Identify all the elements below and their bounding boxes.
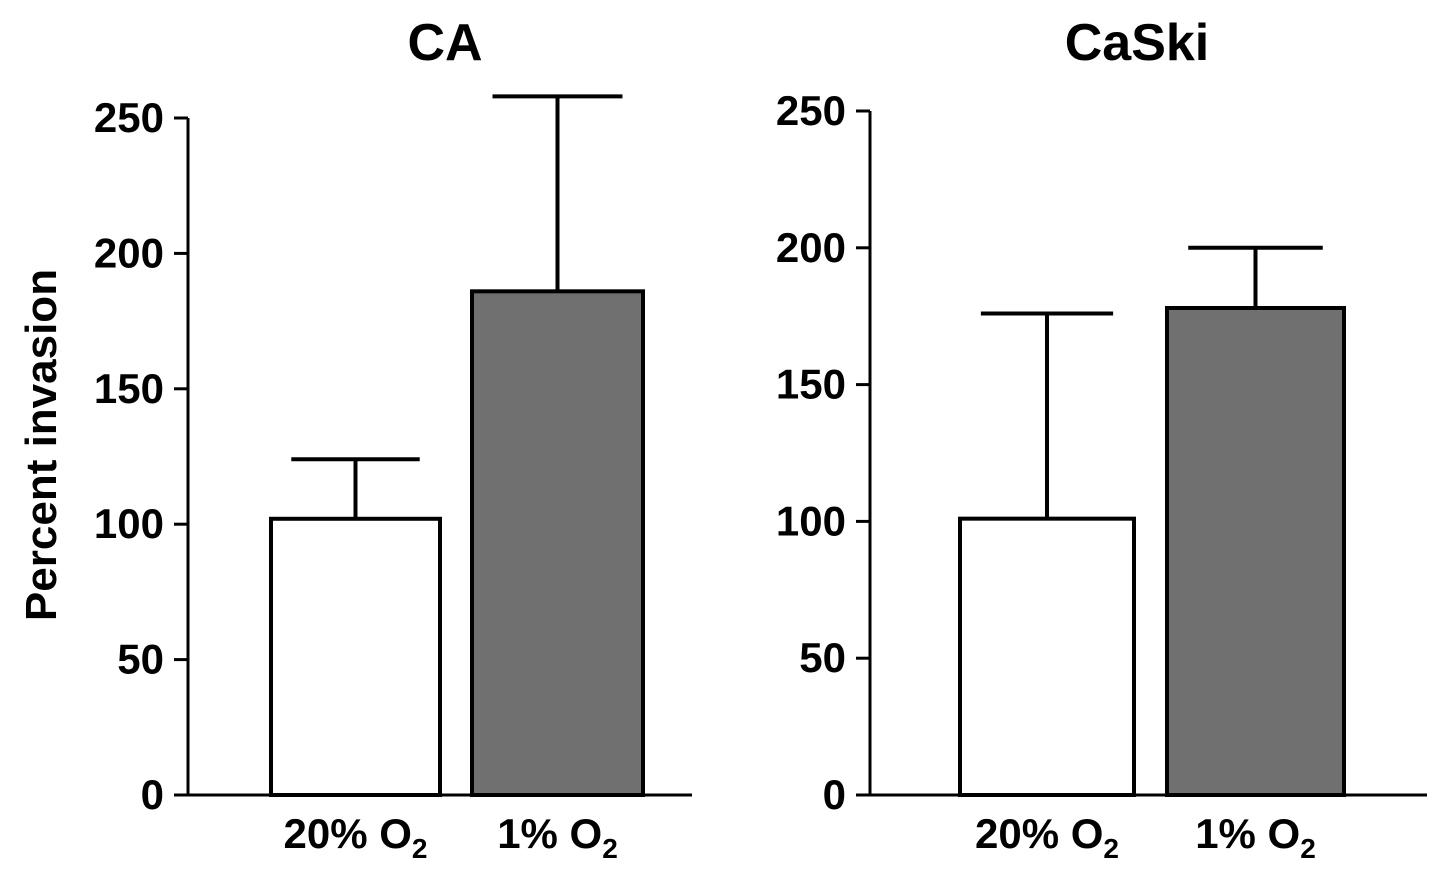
chart-panel-caski: CaSki 20% O2 1% O2 0 50 100 150 200 250 (776, 14, 1427, 864)
x-tick-label: 1% O2 (1195, 810, 1316, 864)
y-tick-label: 150 (776, 361, 846, 408)
y-tick-label: 0 (823, 771, 846, 818)
x-tick-label: 20% O2 (975, 810, 1119, 864)
y-tick-label: 100 (94, 500, 164, 547)
bar (1165, 305, 1346, 797)
y-tick-label: 250 (94, 94, 164, 141)
y-tick-label: 0 (141, 771, 164, 818)
x-tick-label: 20% O2 (284, 810, 428, 864)
y-tick-label: 200 (776, 224, 846, 271)
y-tick-label: 150 (94, 365, 164, 412)
y-axis-label: Percent invasion (17, 269, 66, 621)
chart-panel-ca: CA 20% O2 1% O2 0 50 100 150 200 250 (94, 14, 692, 864)
bar (269, 516, 442, 797)
y-tick-label: 250 (776, 87, 846, 134)
bar (470, 289, 645, 797)
x-tick-label: 1% O2 (497, 810, 618, 864)
y-tick-label: 50 (799, 634, 846, 681)
chart-title: CA (407, 14, 482, 72)
bar (958, 516, 1136, 797)
y-tick-label: 200 (94, 229, 164, 276)
y-tick-label: 50 (117, 636, 164, 683)
y-tick-label: 100 (776, 497, 846, 544)
chart-title: CaSki (1065, 14, 1210, 72)
